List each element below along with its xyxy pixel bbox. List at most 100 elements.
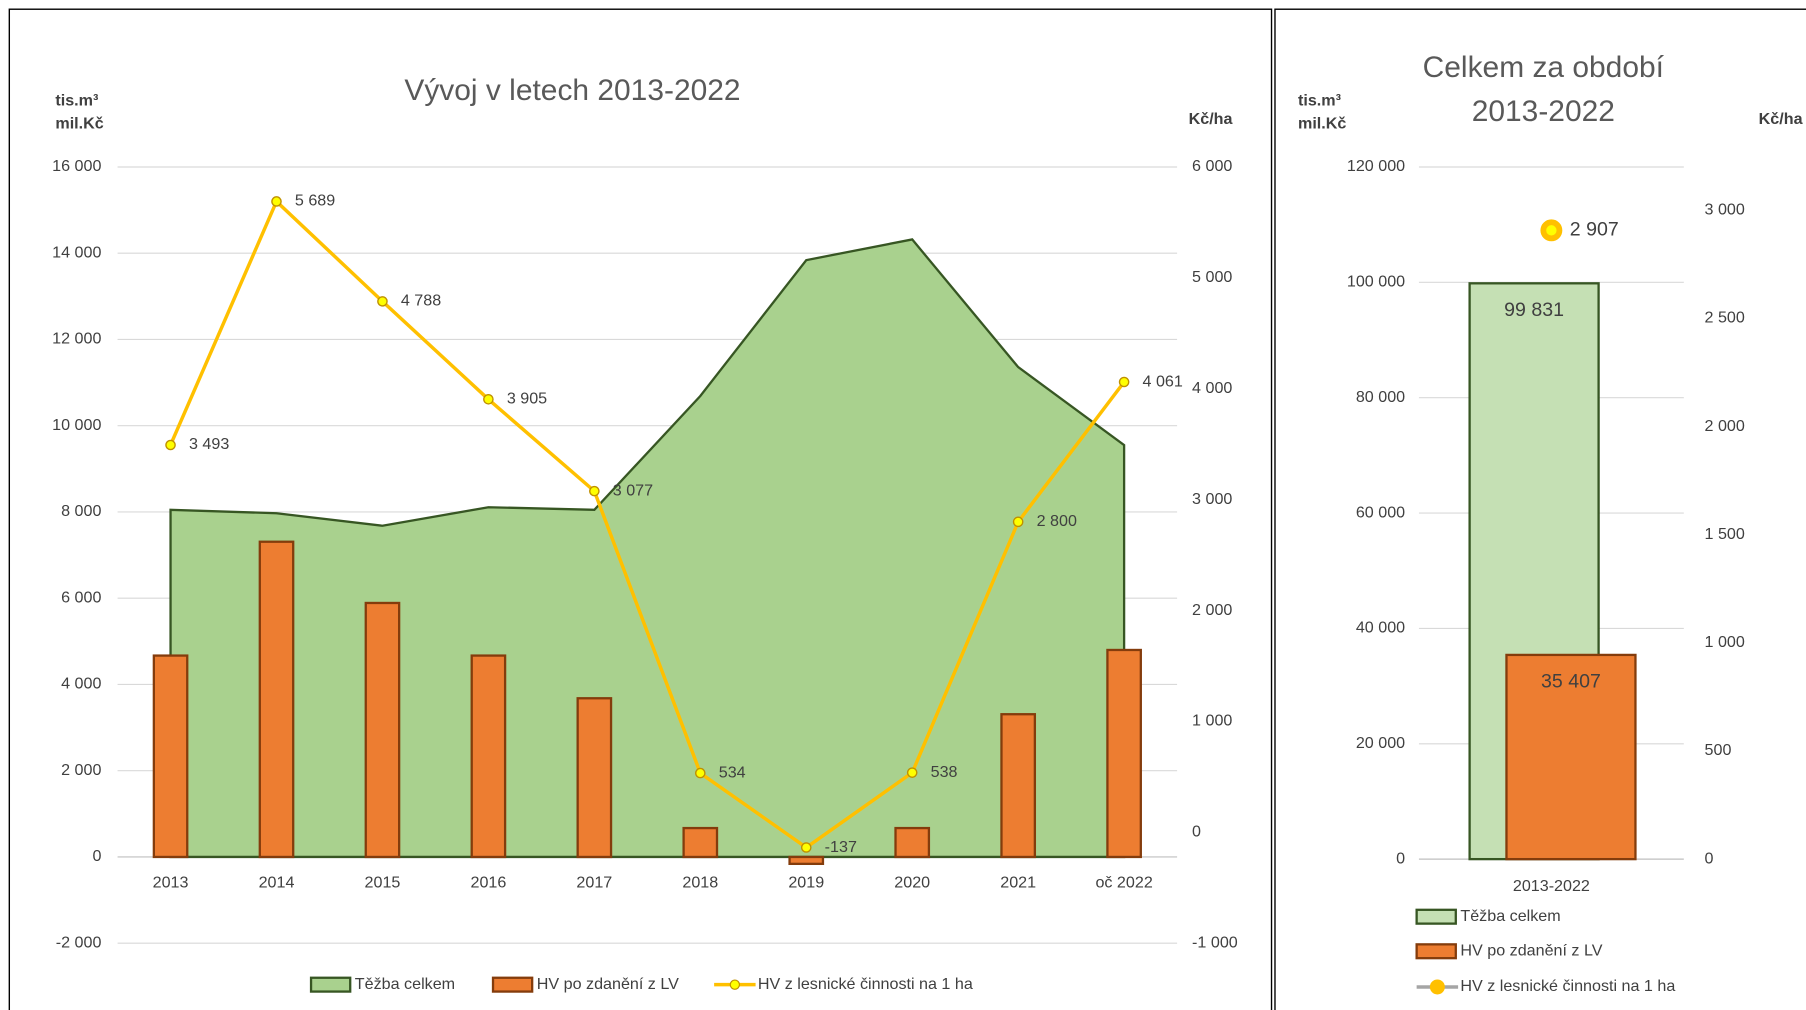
y-axis-label: tis.m³ [55,92,99,110]
y-tick-label: 12 000 [52,330,101,348]
y-tick-label: 6 000 [61,588,101,606]
legend-swatch [1429,979,1445,995]
x-tick-label: 2020 [894,874,930,892]
marker [1012,516,1024,528]
line [168,198,1126,850]
y2-tick-label: 3 000 [1192,490,1232,508]
y-tick-label: -2 000 [56,933,102,951]
data-label: 4 061 [1143,372,1183,390]
y-tick-label: 2 000 [61,761,101,779]
data-label: 534 [719,763,746,781]
legend-label: Těžba celkem [355,975,455,993]
bar [576,697,613,859]
y2-tick-label: 4 000 [1192,379,1232,397]
y-tick-label: 0 [92,847,101,865]
marker [377,296,388,307]
x-tick-label: 2013 [153,874,189,892]
y-tick-label: 60 000 [1356,503,1405,521]
bar [788,855,825,866]
legend-label: HV po zdanění z LV [1460,942,1602,960]
y2-axis-label: Kč/ha [1189,110,1234,128]
y2-tick-label: 500 [1705,741,1732,759]
data-label: 538 [931,763,958,781]
y2-tick-label: 2 000 [1705,417,1745,435]
y-tick-label: 100 000 [1347,273,1405,291]
y-tick-label: 10 000 [52,416,101,434]
y-tick-label: 4 000 [61,675,101,693]
x-tick-label: 2017 [576,874,612,892]
y-axis-label: mil.Kč [55,115,103,133]
legend-swatch [1415,908,1457,925]
legend-swatch [729,979,741,990]
data-label: 3 077 [613,481,653,499]
legend-label: HV z lesnické činnosti na 1 ha [1460,977,1675,995]
y2-tick-label: 3 000 [1705,201,1745,219]
y2-tick-label: 0 [1705,849,1714,867]
y-tick-label: 14 000 [52,244,101,262]
marker [165,439,176,451]
y-tick-label: 40 000 [1356,619,1405,637]
y-tick-label: 16 000 [52,157,101,175]
x-tick-label: oč 2022 [1095,874,1152,892]
marker [800,842,812,853]
y2-tick-label: 6 000 [1192,157,1232,175]
bar [364,601,401,859]
legend-label: HV po zdanění z LV [537,975,679,993]
y2-tick-label: 5 000 [1192,268,1232,286]
y2-tick-label: 1 000 [1192,712,1232,730]
marker [906,767,918,778]
area [169,238,1126,859]
marker [1540,219,1563,242]
bar [682,826,719,859]
legend-swatch [491,976,534,993]
legend-label: HV z lesnické činnosti na 1 ha [758,975,973,993]
legend-label: Těžba celkem [1460,907,1560,925]
marker [695,767,706,779]
data-label: 2 907 [1570,219,1619,241]
bar [894,826,931,859]
chart-title: Celkem za období [1423,51,1665,84]
x-tick-label: 2013-2022 [1513,877,1590,895]
data-label: 4 788 [401,292,441,310]
x-tick-label: 2016 [470,874,506,892]
x-tick-label: 2015 [365,874,401,892]
y-axis-label: mil.Kč [1298,115,1346,133]
y-tick-label: 0 [1396,849,1405,867]
legend-swatch [1415,943,1457,960]
x-tick-label: 2021 [1000,874,1036,892]
y2-tick-label: 0 [1192,823,1201,841]
y2-tick-label: 1 000 [1705,633,1745,651]
x-tick-label: 2018 [682,874,718,892]
marker [589,485,600,497]
y2-tick-label: 2 000 [1192,601,1232,619]
y2-tick-label: -1 000 [1192,933,1238,951]
bar [1000,713,1037,859]
y-tick-label: 8 000 [61,502,101,520]
y-tick-label: 80 000 [1356,388,1405,406]
bar [152,654,189,859]
x-tick-label: 2014 [259,874,295,892]
data-label: 99 831 [1504,299,1564,321]
data-label: 3 905 [507,390,547,408]
marker [271,196,282,207]
x-tick-label: 2019 [788,874,824,892]
y-tick-label: 120 000 [1347,157,1405,175]
data-label: 2 800 [1037,512,1077,530]
data-label: -137 [825,838,857,856]
marker [483,394,494,405]
chart-title: Vývoj v letech 2013-2022 [404,74,740,107]
marker [1118,376,1130,388]
y-axis-label: tis.m³ [1298,92,1342,110]
chart-title: 2013-2022 [1472,95,1615,128]
y2-tick-label: 1 500 [1705,525,1745,543]
data-label: 5 689 [295,192,335,210]
bar [470,654,507,859]
data-label: 35 407 [1541,671,1601,693]
y2-tick-label: 2 500 [1705,309,1745,327]
bar [258,540,295,859]
legend-swatch [309,976,352,993]
y2-axis-label: Kč/ha [1759,110,1804,128]
bar [1106,648,1142,859]
